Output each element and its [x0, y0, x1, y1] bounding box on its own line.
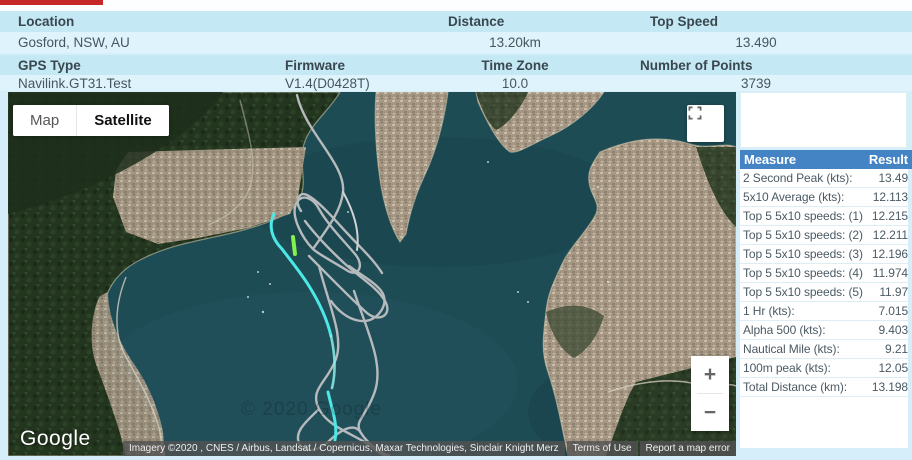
- zoom-in-button[interactable]: +: [691, 356, 729, 393]
- result-cell: 12.211: [864, 225, 912, 245]
- measure-cell: Alpha 500 (kts):: [740, 320, 865, 340]
- result-cell: 9.403: [864, 320, 912, 340]
- zoom-divider: [697, 393, 723, 394]
- map-type-control: Map Satellite: [13, 105, 169, 136]
- terms-of-use-link[interactable]: Terms of Use: [566, 441, 638, 456]
- time-zone-label: Time Zone: [481, 57, 549, 73]
- location-value: Gosford, NSW, AU: [18, 35, 130, 50]
- info-header-row-2: GPS Type Firmware Time Zone Number of Po…: [0, 55, 912, 75]
- map-container[interactable]: © 2020 Google Map Satellite + − Google I…: [8, 92, 736, 456]
- info-header-row-1: Location Distance Top Speed: [0, 11, 912, 32]
- time-zone-value: 10.0: [501, 75, 529, 91]
- table-row: 2 Second Peak (kts): 13.49: [740, 169, 912, 188]
- fullscreen-icon: [688, 106, 702, 120]
- top-speed-label: Top Speed: [650, 14, 719, 29]
- table-row: Top 5 5x10 speeds: (5) 11.97: [740, 282, 912, 302]
- map-attribution-bar: Imagery ©2020 , CNES / Airbus, Landsat /…: [121, 441, 736, 456]
- measure-cell: 5x10 Average (kts):: [740, 187, 865, 207]
- panel-empty-box: [740, 92, 907, 148]
- num-points-value: 3739: [740, 75, 772, 91]
- top-speed-value: 13.490: [735, 35, 777, 50]
- table-row: Top 5 5x10 speeds: (4) 11.974: [740, 263, 912, 283]
- measure-cell: Top 5 5x10 speeds: (3): [740, 244, 865, 264]
- table-row: Top 5 5x10 speeds: (2) 12.211: [740, 225, 912, 245]
- peninsula-north-east: [475, 92, 605, 153]
- distance-value: 13.20km: [489, 35, 541, 50]
- table-row: Top 5 5x10 speeds: (3) 12.196: [740, 244, 912, 264]
- result-cell: 7.015: [864, 301, 912, 321]
- result-cell: 13.198: [864, 377, 912, 397]
- report-map-error-link[interactable]: Report a map error: [639, 441, 736, 456]
- result-cell: 12.215: [864, 206, 912, 226]
- measure-cell: Nautical Mile (kts):: [740, 339, 865, 359]
- map-view-button[interactable]: Map: [13, 105, 77, 136]
- satellite-view-button[interactable]: Satellite: [76, 105, 169, 136]
- table-row: 5x10 Average (kts): 12.113: [740, 187, 912, 207]
- num-points-label: Number of Points: [640, 57, 753, 73]
- info-value-row-2: Navilink.GT31.Test V1.4(D0428T) 10.0 373…: [0, 75, 912, 91]
- firmware-value: V1.4(D0428T): [285, 75, 370, 91]
- result-cell: 12.05: [864, 358, 912, 378]
- result-cell: 12.113: [864, 187, 912, 207]
- table-row: 1 Hr (kts): 7.015: [740, 301, 912, 321]
- fullscreen-button[interactable]: [687, 105, 724, 142]
- gps-type-label: GPS Type: [18, 57, 81, 73]
- firmware-label: Firmware: [285, 57, 346, 73]
- table-row: Nautical Mile (kts): 9.21: [740, 339, 912, 359]
- peninsula-north-west: [374, 92, 449, 243]
- distance-label: Distance: [448, 14, 505, 29]
- google-watermark: © 2020 Google: [241, 399, 382, 420]
- measure-cell: 100m peak (kts):: [740, 358, 865, 378]
- zoom-control: + −: [691, 356, 729, 431]
- measure-header: Measure: [740, 150, 865, 169]
- measure-cell: 1 Hr (kts):: [740, 301, 865, 321]
- map-canvas[interactable]: © 2020 Google: [8, 92, 736, 456]
- boats: [247, 161, 609, 314]
- measure-cell: Top 5 5x10 speeds: (2): [740, 225, 865, 245]
- info-value-row-1: Gosford, NSW, AU 13.20km 13.490: [0, 32, 912, 53]
- result-cell: 11.974: [864, 263, 912, 283]
- top-strip: [0, 0, 912, 11]
- results-panel: Measure Result 2 Second Peak (kts): 13.49…: [740, 150, 912, 448]
- results-table: Measure Result 2 Second Peak (kts): 13.49…: [740, 150, 912, 397]
- measure-cell: Top 5 5x10 speeds: (5): [740, 282, 865, 302]
- result-cell: 12.196: [864, 244, 912, 264]
- gps-type-value: Navilink.GT31.Test: [18, 75, 132, 91]
- table-row: Alpha 500 (kts): 9.403: [740, 320, 912, 340]
- table-row: Total Distance (km): 13.198: [740, 377, 912, 397]
- measure-cell: 2 Second Peak (kts):: [740, 169, 865, 188]
- measure-cell: Top 5 5x10 speeds: (1): [740, 206, 865, 226]
- results-header-row: Measure Result: [740, 150, 912, 169]
- result-cell: 11.97: [864, 282, 912, 302]
- google-logo[interactable]: Google: [20, 427, 91, 450]
- zoom-out-button[interactable]: −: [691, 394, 729, 431]
- result-cell: 13.49: [864, 169, 912, 188]
- result-cell: 9.21: [864, 339, 912, 359]
- measure-cell: Top 5 5x10 speeds: (4): [740, 263, 865, 283]
- loading-progress-bar: [0, 0, 103, 5]
- measure-cell: Total Distance (km):: [740, 377, 865, 397]
- table-row: 100m peak (kts): 12.05: [740, 358, 912, 378]
- table-row: Top 5 5x10 speeds: (1) 12.215: [740, 206, 912, 226]
- location-label: Location: [18, 14, 75, 29]
- result-header: Result: [864, 150, 912, 169]
- imagery-attribution: Imagery ©2020 , CNES / Airbus, Landsat /…: [123, 441, 565, 456]
